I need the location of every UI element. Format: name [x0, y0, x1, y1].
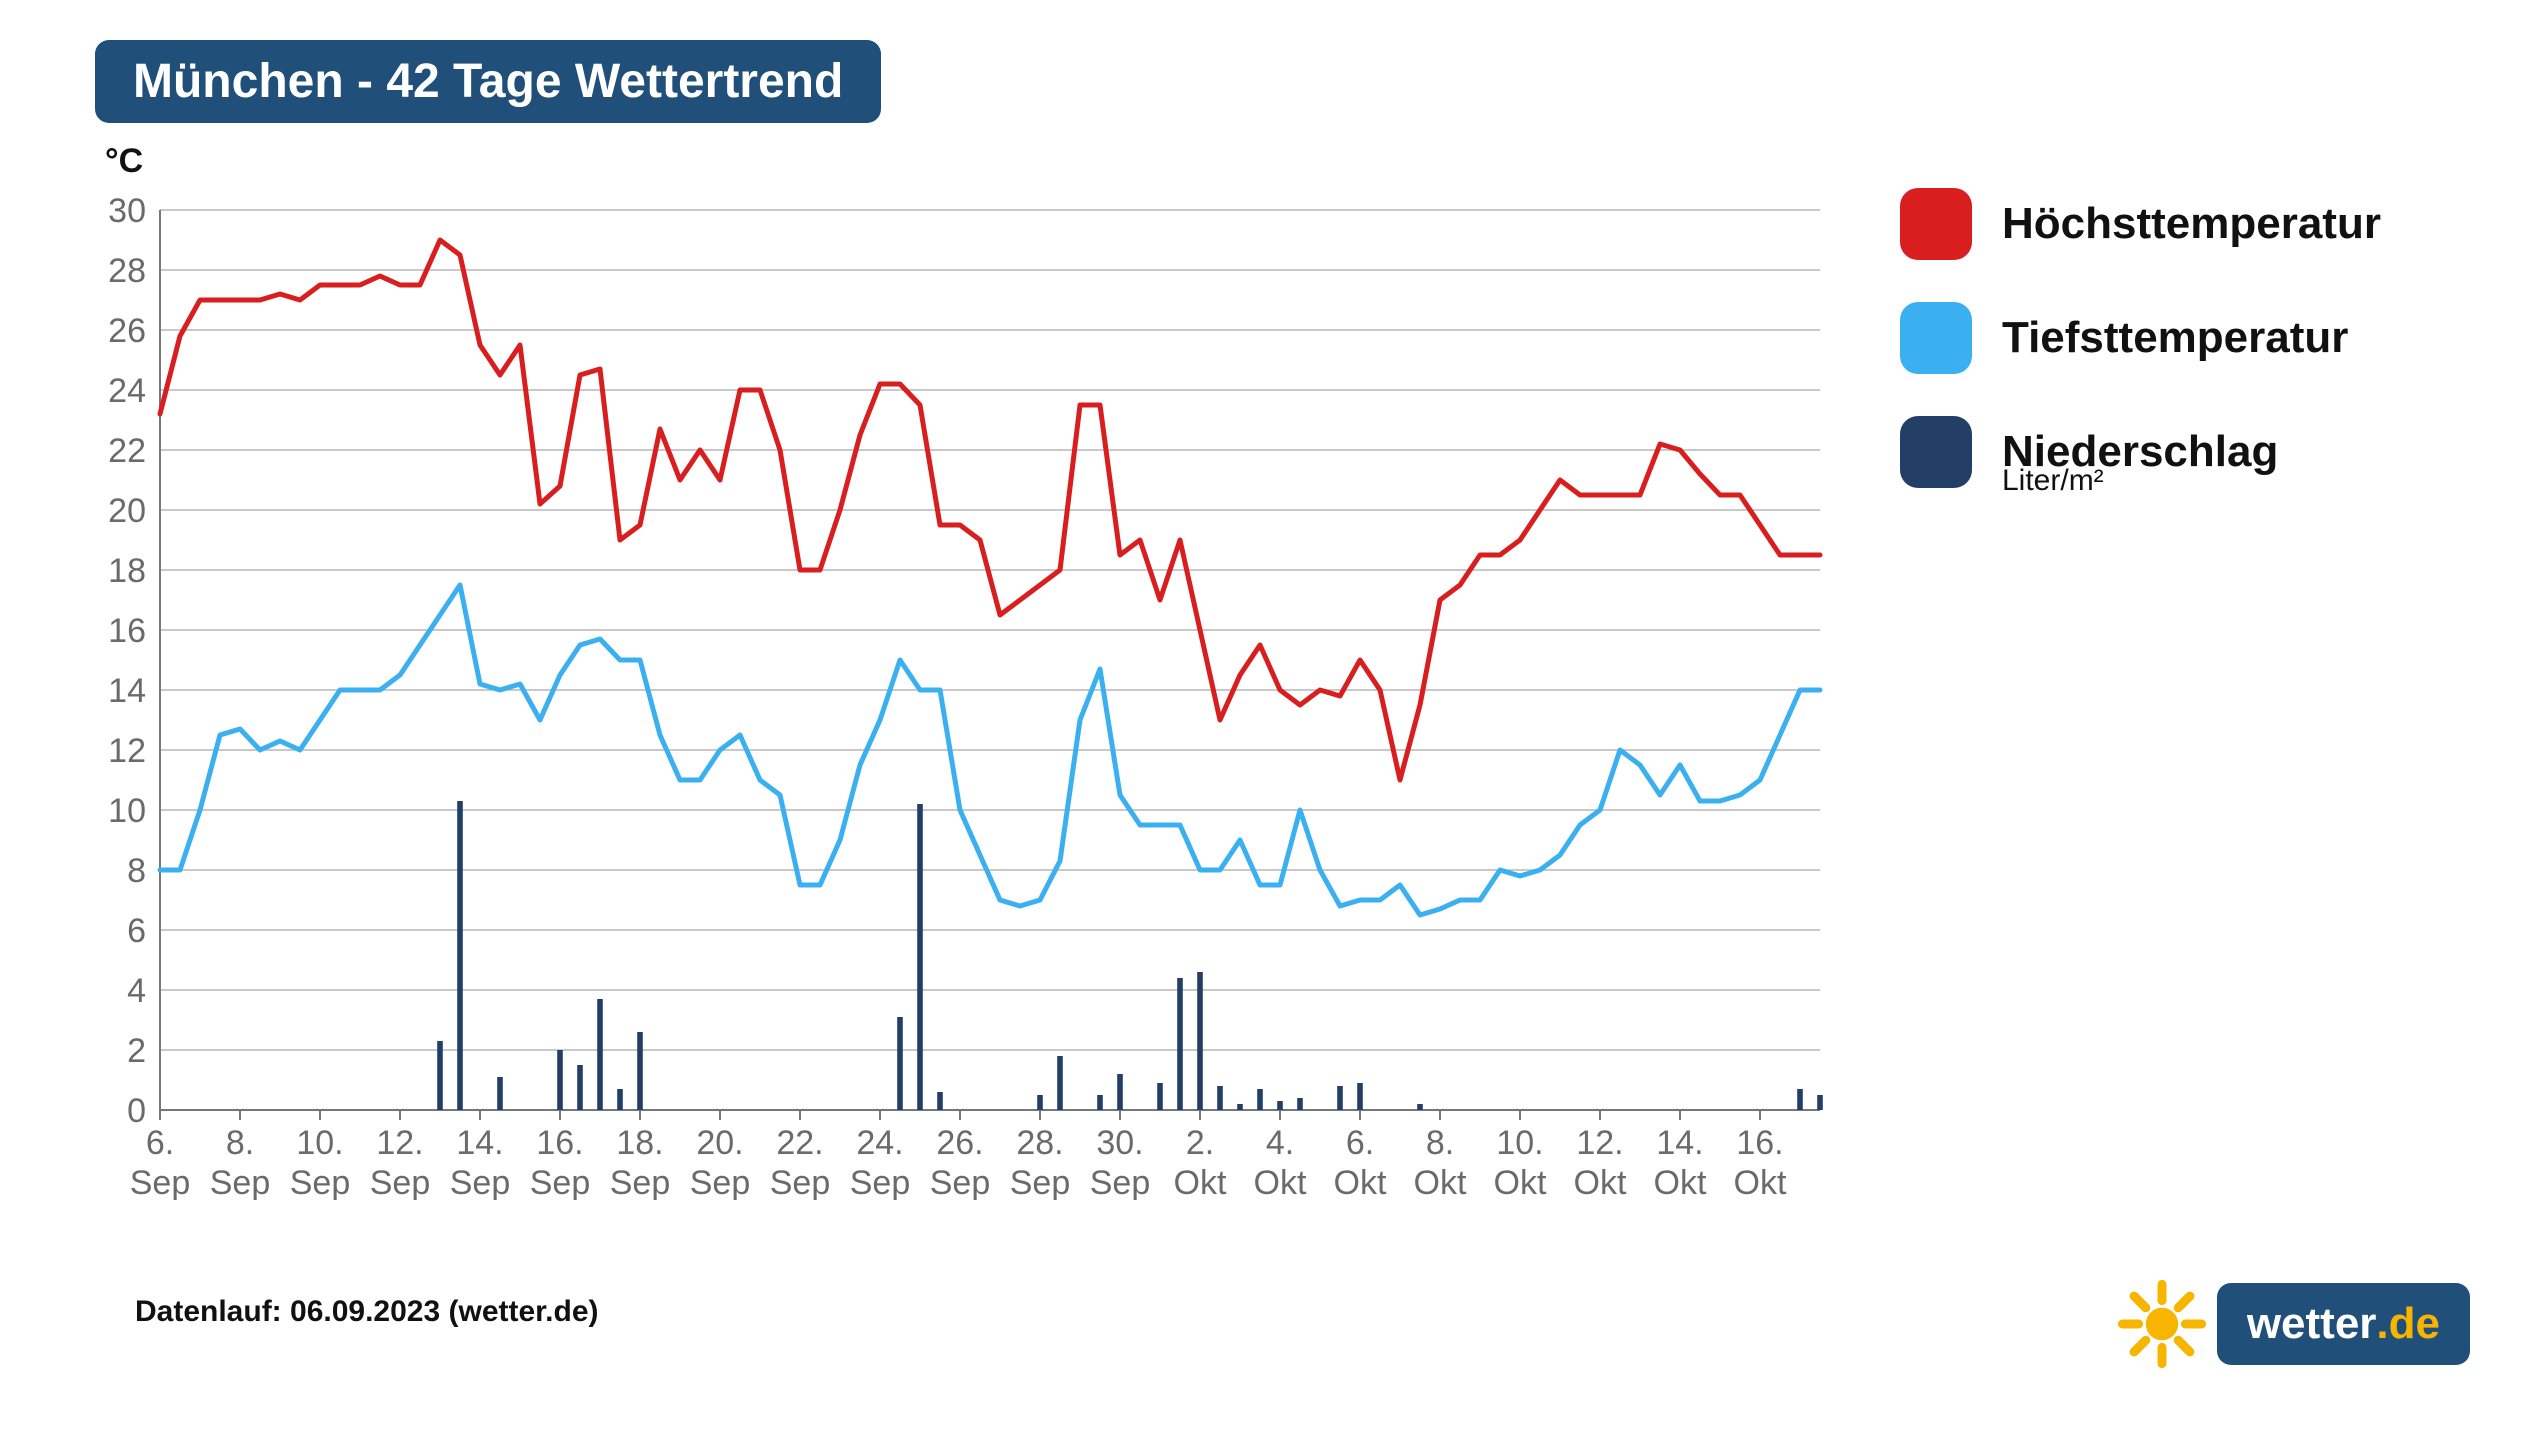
- svg-text:Sep: Sep: [130, 1164, 191, 1200]
- brand-name: wetter: [2247, 1299, 2377, 1349]
- svg-text:14.: 14.: [1656, 1124, 1703, 1162]
- svg-text:Sep: Sep: [210, 1164, 271, 1200]
- svg-text:10.: 10.: [296, 1124, 343, 1162]
- svg-text:Sep: Sep: [690, 1164, 751, 1200]
- svg-text:Sep: Sep: [450, 1164, 511, 1200]
- svg-text:6.: 6.: [146, 1124, 174, 1162]
- svg-text:20: 20: [108, 492, 146, 530]
- legend-swatch-precip: [1900, 416, 1972, 488]
- svg-text:Sep: Sep: [930, 1164, 991, 1200]
- svg-text:10.: 10.: [1496, 1124, 1543, 1162]
- sun-icon: [2117, 1279, 2207, 1369]
- svg-text:8.: 8.: [226, 1124, 254, 1162]
- svg-text:Okt: Okt: [1574, 1164, 1627, 1200]
- svg-text:20.: 20.: [696, 1124, 743, 1162]
- legend-label-high: Höchsttemperatur: [2002, 199, 2381, 249]
- svg-text:4: 4: [127, 972, 146, 1010]
- svg-text:Sep: Sep: [770, 1164, 831, 1200]
- svg-text:16.: 16.: [536, 1124, 583, 1162]
- svg-text:18: 18: [108, 552, 146, 590]
- svg-text:22: 22: [108, 432, 146, 470]
- svg-text:Sep: Sep: [610, 1164, 671, 1200]
- legend-label-low: Tiefsttemperatur: [2002, 313, 2348, 363]
- y-axis-unit: °C: [105, 142, 143, 181]
- legend-item-low: Tiefsttemperatur: [1900, 302, 2381, 374]
- svg-text:30: 30: [108, 192, 146, 230]
- brand-pill: wetter.de: [2217, 1283, 2470, 1365]
- svg-text:28.: 28.: [1016, 1124, 1063, 1162]
- svg-text:Sep: Sep: [1090, 1164, 1151, 1200]
- svg-text:2: 2: [127, 1032, 146, 1070]
- svg-text:Okt: Okt: [1254, 1164, 1307, 1200]
- svg-text:Okt: Okt: [1174, 1164, 1227, 1200]
- svg-text:30.: 30.: [1096, 1124, 1143, 1162]
- svg-text:Sep: Sep: [370, 1164, 431, 1200]
- svg-text:8: 8: [127, 852, 146, 890]
- svg-text:28: 28: [108, 252, 146, 290]
- svg-text:Sep: Sep: [850, 1164, 911, 1200]
- svg-text:8.: 8.: [1426, 1124, 1454, 1162]
- weather-trend-chart: 0246810121416182022242628306.Sep8.Sep10.…: [60, 190, 1830, 1205]
- svg-text:Okt: Okt: [1334, 1164, 1387, 1200]
- svg-text:Sep: Sep: [530, 1164, 591, 1200]
- svg-text:Sep: Sep: [290, 1164, 351, 1200]
- svg-text:10: 10: [108, 792, 146, 830]
- svg-text:Okt: Okt: [1654, 1164, 1707, 1200]
- legend-item-high: Höchsttemperatur: [1900, 188, 2381, 260]
- svg-text:2.: 2.: [1186, 1124, 1214, 1162]
- legend-swatch-low: [1900, 302, 1972, 374]
- svg-text:Okt: Okt: [1734, 1164, 1787, 1200]
- brand-logo: wetter.de: [2117, 1279, 2470, 1369]
- svg-text:12.: 12.: [376, 1124, 423, 1162]
- svg-text:12.: 12.: [1576, 1124, 1623, 1162]
- svg-text:Okt: Okt: [1414, 1164, 1467, 1200]
- legend: Höchsttemperatur Tiefsttemperatur Nieder…: [1900, 188, 2381, 498]
- svg-text:26.: 26.: [936, 1124, 983, 1162]
- svg-text:22.: 22.: [776, 1124, 823, 1162]
- legend-swatch-high: [1900, 188, 1972, 260]
- svg-text:Okt: Okt: [1494, 1164, 1547, 1200]
- svg-text:6: 6: [127, 912, 146, 950]
- svg-text:26: 26: [108, 312, 146, 350]
- brand-tld: .de: [2376, 1299, 2440, 1349]
- svg-text:16: 16: [108, 612, 146, 650]
- svg-text:Sep: Sep: [1010, 1164, 1071, 1200]
- svg-text:24.: 24.: [856, 1124, 903, 1162]
- svg-text:6.: 6.: [1346, 1124, 1374, 1162]
- svg-text:18.: 18.: [616, 1124, 663, 1162]
- svg-text:0: 0: [127, 1092, 146, 1130]
- svg-text:24: 24: [108, 372, 146, 410]
- svg-text:12: 12: [108, 732, 146, 770]
- svg-text:14: 14: [108, 672, 146, 710]
- svg-text:4.: 4.: [1266, 1124, 1294, 1162]
- svg-text:14.: 14.: [456, 1124, 503, 1162]
- data-run-footer: Datenlauf: 06.09.2023 (wetter.de): [135, 1295, 599, 1329]
- svg-text:16.: 16.: [1736, 1124, 1783, 1162]
- chart-title: München - 42 Tage Wettertrend: [95, 40, 881, 123]
